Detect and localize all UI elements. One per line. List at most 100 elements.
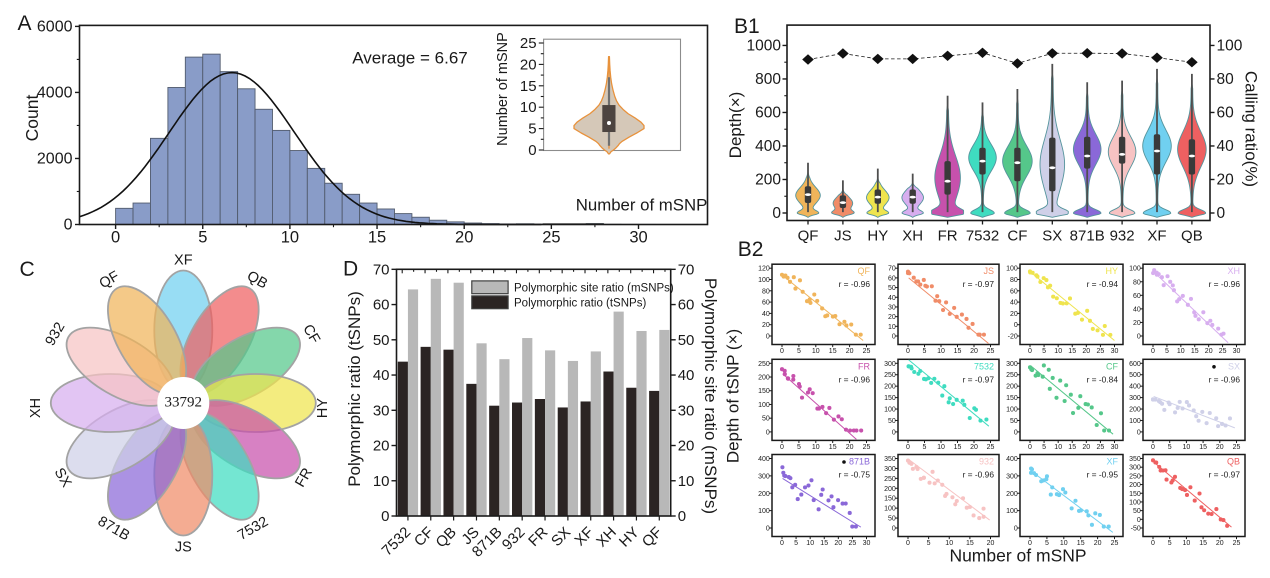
svg-text:r = -0.96: r = -0.96 [1209,279,1241,289]
svg-text:100: 100 [1006,266,1018,273]
svg-text:500: 500 [1129,372,1141,379]
svg-text:JS: JS [983,266,994,276]
svg-text:0: 0 [1137,334,1141,341]
svg-text:A: A [18,12,32,35]
svg-text:400: 400 [1129,384,1141,391]
svg-text:C: C [20,258,35,281]
svg-text:100: 100 [1129,266,1141,273]
svg-text:r = -0.84: r = -0.84 [1087,374,1119,384]
svg-text:20: 20 [520,56,537,73]
svg-text:20: 20 [1094,540,1102,547]
svg-text:20: 20 [1133,320,1141,327]
svg-text:CF: CF [1106,361,1118,371]
svg-text:30: 30 [629,229,647,247]
svg-text:Number of mSNP: Number of mSNP [949,546,1086,566]
svg-text:0: 0 [1151,540,1155,547]
svg-text:50: 50 [888,516,896,523]
svg-text:HY: HY [315,398,331,418]
svg-text:100: 100 [884,506,896,513]
svg-text:20: 20 [1217,172,1235,189]
svg-text:60: 60 [888,275,896,282]
svg-text:80: 80 [1217,71,1235,88]
svg-text:50: 50 [888,418,896,425]
svg-text:0: 0 [1151,348,1155,355]
svg-text:20: 20 [1082,348,1090,355]
svg-text:0: 0 [1217,205,1226,222]
svg-text:0: 0 [892,526,896,533]
svg-text:300: 300 [758,473,770,480]
svg-text:15: 15 [1068,444,1076,451]
svg-text:r = -0.94: r = -0.94 [1087,279,1119,289]
svg-text:250: 250 [1006,372,1018,379]
svg-text:5: 5 [797,348,801,355]
svg-text:10: 10 [1054,348,1062,355]
svg-text:20: 20 [987,540,995,547]
svg-text:100: 100 [1006,508,1018,515]
svg-text:33792: 33792 [165,395,203,411]
svg-text:Number of mSNP: Number of mSNP [495,32,511,146]
svg-text:20: 20 [970,348,978,355]
svg-text:300: 300 [1129,395,1141,402]
svg-text:100: 100 [758,277,770,284]
svg-text:QF: QF [798,228,819,245]
svg-text:-20: -20 [1008,334,1018,341]
svg-text:r = -0.97: r = -0.97 [1209,470,1241,480]
svg-text:600: 600 [1129,361,1141,368]
svg-text:10: 10 [937,444,945,451]
svg-text:JS: JS [834,228,852,245]
svg-text:200: 200 [758,375,770,382]
svg-text:SX: SX [1228,361,1240,371]
svg-text:100: 100 [884,407,896,414]
svg-text:HY: HY [1105,266,1118,276]
svg-text:6000: 6000 [37,18,73,35]
svg-text:7532: 7532 [966,228,999,245]
svg-text:B2: B2 [738,238,764,261]
svg-text:10: 10 [520,99,537,116]
svg-text:QB: QB [1181,228,1203,245]
svg-text:CF: CF [1007,228,1027,245]
svg-text:800: 800 [755,71,781,88]
svg-text:10: 10 [888,324,896,331]
svg-text:5: 5 [1042,444,1046,451]
svg-text:0: 0 [1028,540,1032,547]
svg-text:15: 15 [1199,540,1207,547]
svg-text:50: 50 [762,416,770,423]
svg-text:Polymorphic ratio (tSNPs): Polymorphic ratio (tSNPs) [514,298,646,310]
svg-text:20: 20 [1082,444,1090,451]
svg-text:r = -0.95: r = -0.95 [1087,470,1119,480]
svg-text:250: 250 [758,361,770,368]
svg-text:XH: XH [28,398,44,418]
svg-text:r = -0.97: r = -0.97 [963,279,995,289]
svg-text:5: 5 [528,121,536,138]
svg-text:60: 60 [1133,293,1141,300]
svg-text:120: 120 [758,266,770,273]
svg-text:100: 100 [1006,407,1018,414]
svg-text:932: 932 [979,457,994,467]
svg-text:400: 400 [758,456,770,463]
svg-text:0: 0 [892,334,896,341]
svg-text:300: 300 [1129,465,1141,472]
svg-text:0: 0 [528,142,536,159]
svg-text:100: 100 [1217,37,1243,54]
svg-text:0: 0 [766,526,770,533]
svg-text:50: 50 [678,332,695,349]
svg-text:FR: FR [858,361,870,371]
svg-text:100: 100 [1129,499,1141,506]
svg-text:FR: FR [938,228,958,245]
svg-text:60: 60 [1217,105,1235,122]
svg-text:15: 15 [829,444,837,451]
svg-text:5: 5 [923,348,927,355]
svg-text:SX: SX [1042,228,1062,245]
svg-text:150: 150 [884,395,896,402]
svg-text:200: 200 [755,172,781,189]
svg-text:350: 350 [1129,456,1141,463]
svg-text:30: 30 [373,402,390,419]
svg-text:Count: Count [22,95,42,142]
svg-text:0: 0 [1014,429,1018,436]
svg-text:15: 15 [1068,348,1076,355]
svg-text:10: 10 [373,473,390,490]
svg-text:150: 150 [758,388,770,395]
svg-text:QF: QF [858,266,871,276]
svg-text:0: 0 [1014,526,1018,533]
svg-text:5: 5 [1168,540,1172,547]
